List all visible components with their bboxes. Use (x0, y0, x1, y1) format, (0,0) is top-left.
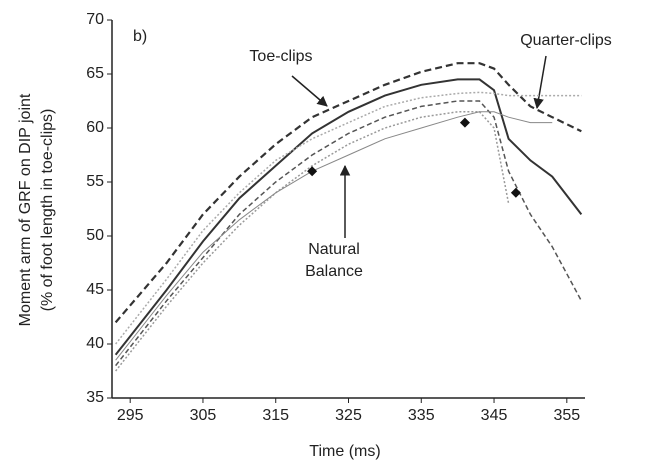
x-axis-label: Time (ms) (309, 443, 380, 460)
x-tick-label: 345 (481, 407, 508, 424)
series-line (114, 62, 582, 324)
x-tick-label: 295 (117, 407, 144, 424)
annotation: Quarter-clips (520, 32, 612, 49)
y-tick-label: 40 (86, 335, 104, 352)
x-tick-label: 335 (408, 407, 435, 424)
x-tick-label: 305 (190, 407, 217, 424)
marker (510, 187, 521, 198)
x-tick-label: 355 (553, 407, 580, 424)
marker (459, 117, 470, 128)
y-tick-label: 45 (86, 281, 104, 298)
y-tick-label: 60 (86, 119, 104, 136)
marker (307, 166, 318, 177)
series-line (115, 111, 553, 361)
x-tick-label: 315 (262, 407, 289, 424)
y-tick-label: 50 (86, 227, 104, 244)
arrow (291, 75, 328, 107)
y-tick-label: 55 (86, 173, 104, 190)
y-axis-label: (% of foot length in toe-clips) (39, 109, 56, 312)
y-axis-label: Moment arm of GRF on DIP joint (17, 93, 34, 326)
x-tick-label: 325 (335, 407, 362, 424)
y-tick-label: 35 (86, 389, 104, 406)
arrow (533, 55, 547, 110)
series-line (114, 78, 583, 356)
annotation: Toe-clips (249, 48, 312, 65)
y-tick-label: 65 (86, 65, 104, 82)
annotation: Balance (305, 263, 363, 280)
annotation: Natural (308, 241, 360, 258)
y-tick-label: 70 (86, 11, 104, 28)
series-line (115, 91, 582, 345)
panel-label: b) (133, 28, 147, 45)
